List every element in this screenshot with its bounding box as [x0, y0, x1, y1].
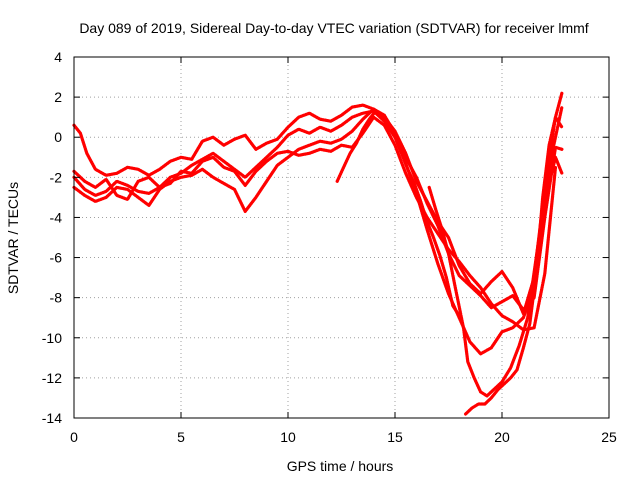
x-tick-label: 25 — [601, 429, 617, 445]
x-tick-label: 10 — [280, 429, 296, 445]
series-day-4 — [72, 115, 558, 332]
x-axis-label: GPS time / hours — [287, 458, 394, 474]
y-tick-label: -8 — [50, 290, 63, 306]
y-tick-label: -2 — [50, 169, 63, 185]
y-tick-label: -14 — [42, 410, 62, 426]
x-tick-label: 5 — [177, 429, 185, 445]
x-tick-label: 15 — [387, 429, 403, 445]
series-day-7 — [335, 109, 461, 318]
y-tick-label: 2 — [54, 89, 62, 105]
y-tick-label: -10 — [42, 330, 62, 346]
y-tick-label: -6 — [50, 250, 63, 266]
x-tick-label: 20 — [494, 429, 510, 445]
y-tick-label: -12 — [42, 370, 62, 386]
y-tick-label: -4 — [50, 209, 63, 225]
plot-frame — [73, 56, 610, 419]
grid — [74, 57, 609, 418]
y-tick-label: 4 — [54, 49, 62, 65]
chart-title: Day 089 of 2019, Sidereal Day-to-day VTE… — [79, 20, 588, 36]
y-axis-label: SDTVAR / TECUs — [5, 182, 21, 294]
y-tick-label: 0 — [54, 129, 62, 145]
x-tick-label: 0 — [70, 429, 78, 445]
series-day-3 — [72, 107, 564, 356]
series-day-2 — [72, 109, 564, 312]
series-day-6 — [464, 115, 564, 416]
data-series — [72, 91, 564, 416]
